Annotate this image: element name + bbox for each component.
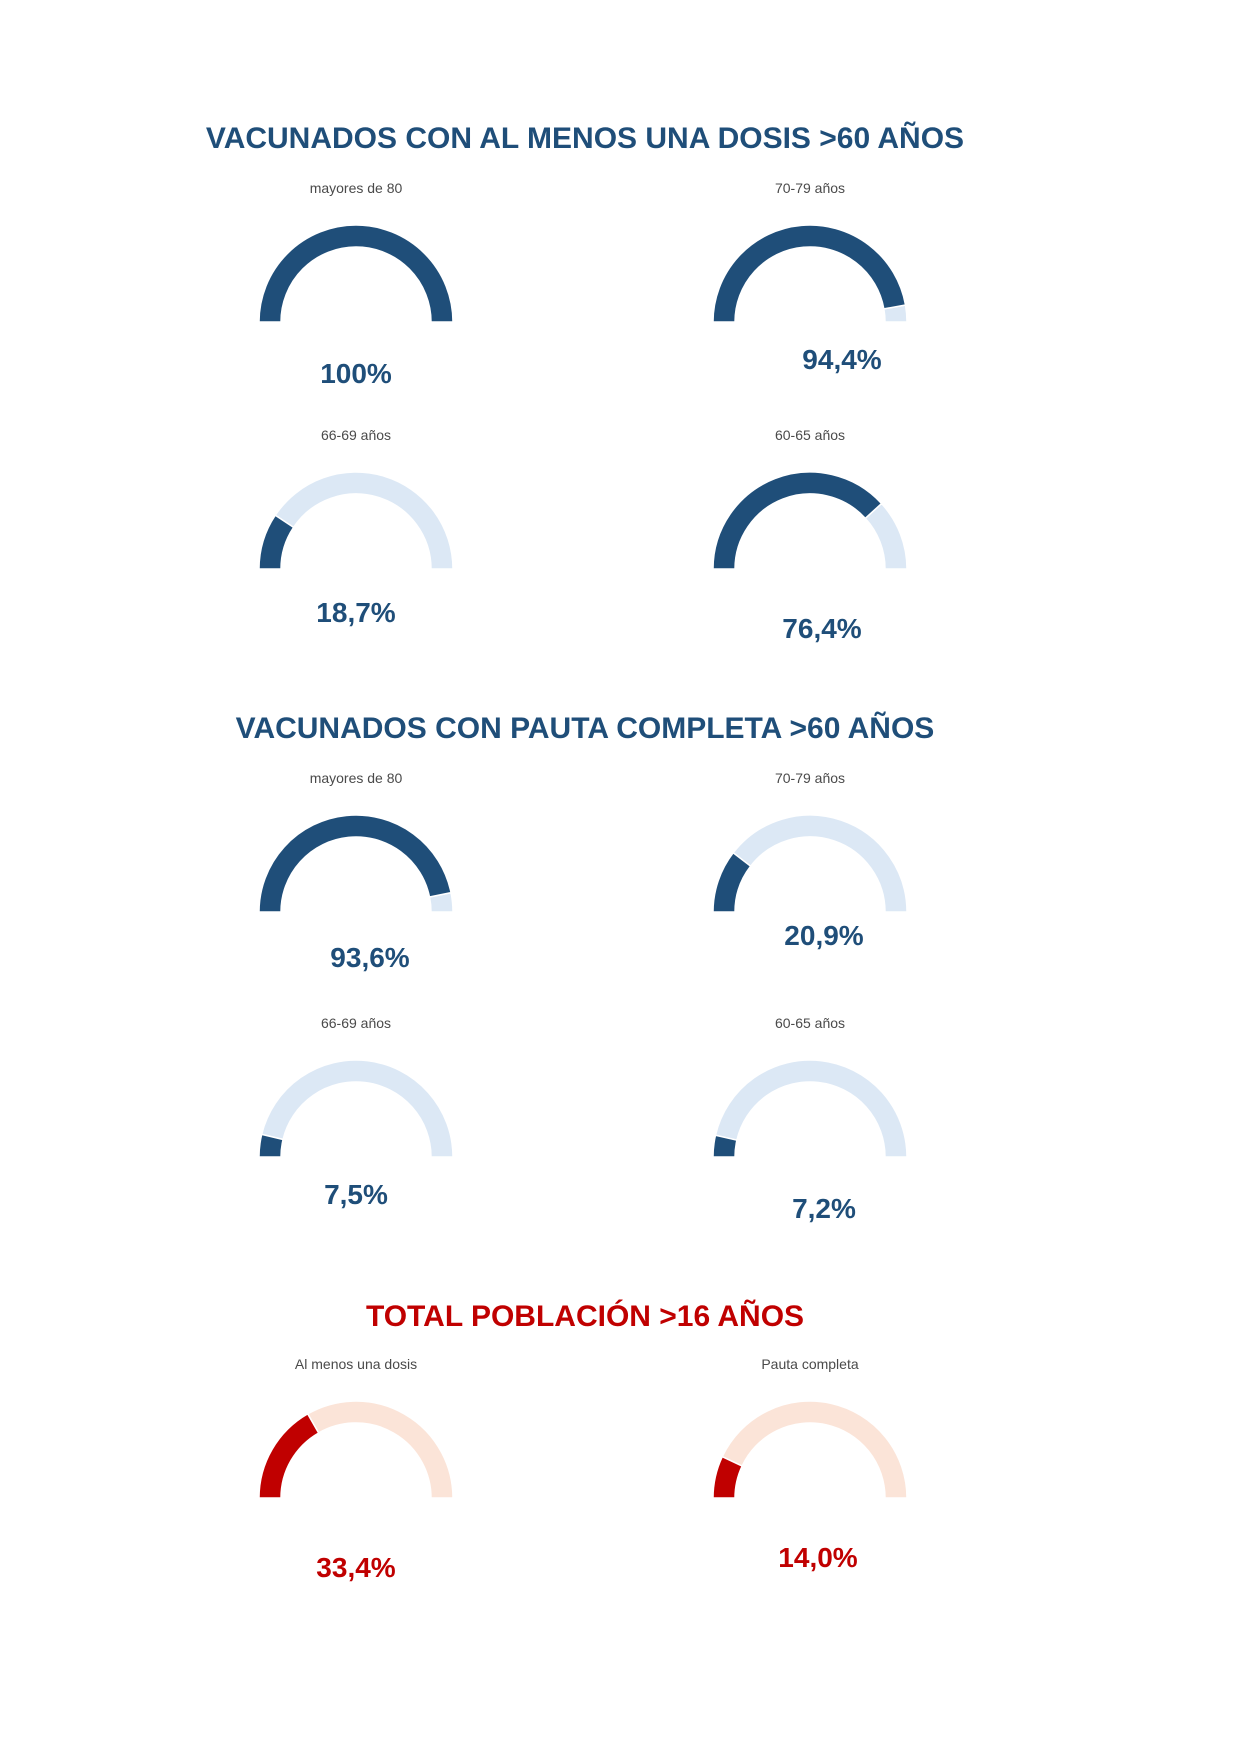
gauge-track-arc [882,304,908,323]
gauge-value: 20,9% [784,920,864,951]
gauge-label: 70-79 años [774,770,846,786]
gauge-value: 76,4% [782,613,862,644]
gauge-s2-0: Al menos una dosis 33,4% [176,1356,536,1596]
gauge-value-arc [258,1412,320,1499]
gauge-track-arc [306,1400,454,1499]
gauge-track-arc [732,814,908,913]
gauge-s0-0: mayores de 80 100% [176,180,536,420]
gauge-arc [712,814,908,913]
gauge-value: 33,4% [316,1552,396,1583]
gauge-s1-2: 66-69 años 7,5% [176,1015,536,1255]
gauge-value-arc [258,224,454,323]
gauge-value: 18,7% [316,597,396,628]
gauge-label: Pauta completa [761,1356,859,1372]
gauge-value: 7,5% [324,1179,388,1210]
gauge-s1-1: 70-79 años 20,9% [630,770,990,1010]
gauge-value-arc [712,1134,738,1158]
gauge-value-arc [712,851,752,913]
gauge-value-arc [258,1133,284,1158]
gauge-track-arc [260,1059,454,1158]
gauge-arc [712,1059,908,1158]
gauge-arc [258,1059,454,1158]
gauge-label: Al menos una dosis [294,1356,418,1372]
gauge-value-arc [712,1455,744,1499]
gauge-value-arc [712,224,907,323]
gauge-s0-1: 70-79 años 94,4% [630,180,990,420]
gauge-track-arc [274,471,454,570]
gauge-arc [712,224,908,323]
gauge-label: mayores de 80 [309,770,403,786]
gauge-s0-2: 66-69 años 18,7% [176,427,536,667]
gauge-label: 70-79 años [774,180,846,196]
gauge-label: mayores de 80 [309,180,403,196]
gauge-value: 7,2% [792,1193,856,1224]
gauge-s1-3: 60-65 años 7,2% [630,1015,990,1255]
gauge-value: 94,4% [802,344,882,375]
gauge-arc [258,471,454,570]
gauge-value: 100% [320,358,392,389]
gauge-label: 66-69 años [320,427,392,443]
gauge-label: 66-69 años [320,1015,392,1031]
gauge-arc [712,1400,908,1499]
section-title-pauta-completa: VACUNADOS CON PAUTA COMPLETA >60 AÑOS [235,712,935,745]
gauge-value-arc [258,514,295,570]
section-title-al-menos-una-dosis: VACUNADOS CON AL MENOS UNA DOSIS >60 AÑO… [205,122,965,155]
gauge-label: 60-65 años [774,427,846,443]
gauge-s0-3: 60-65 años 76,4% [630,427,990,667]
gauge-track-arc [864,502,908,570]
gauge-value: 14,0% [778,1542,858,1573]
gauge-label: 60-65 años [774,1015,846,1031]
gauge-arc [258,1400,454,1499]
gauge-s2-1: Pauta completa 14,0% [630,1356,990,1596]
gauge-value: 93,6% [330,942,410,973]
gauge-arc [712,471,908,570]
gauge-s1-0: mayores de 80 93,6% [176,770,536,1010]
gauge-value-arc [258,814,452,913]
gauge-track-arc [428,891,454,913]
gauge-arc [258,224,454,323]
gauge-value-arc [712,471,883,570]
gauge-arc [258,814,454,913]
gauge-track-arc [714,1059,908,1158]
section-title-total-poblacion: TOTAL POBLACIÓN >16 AÑOS [365,1300,805,1333]
gauge-track-arc [721,1400,908,1499]
